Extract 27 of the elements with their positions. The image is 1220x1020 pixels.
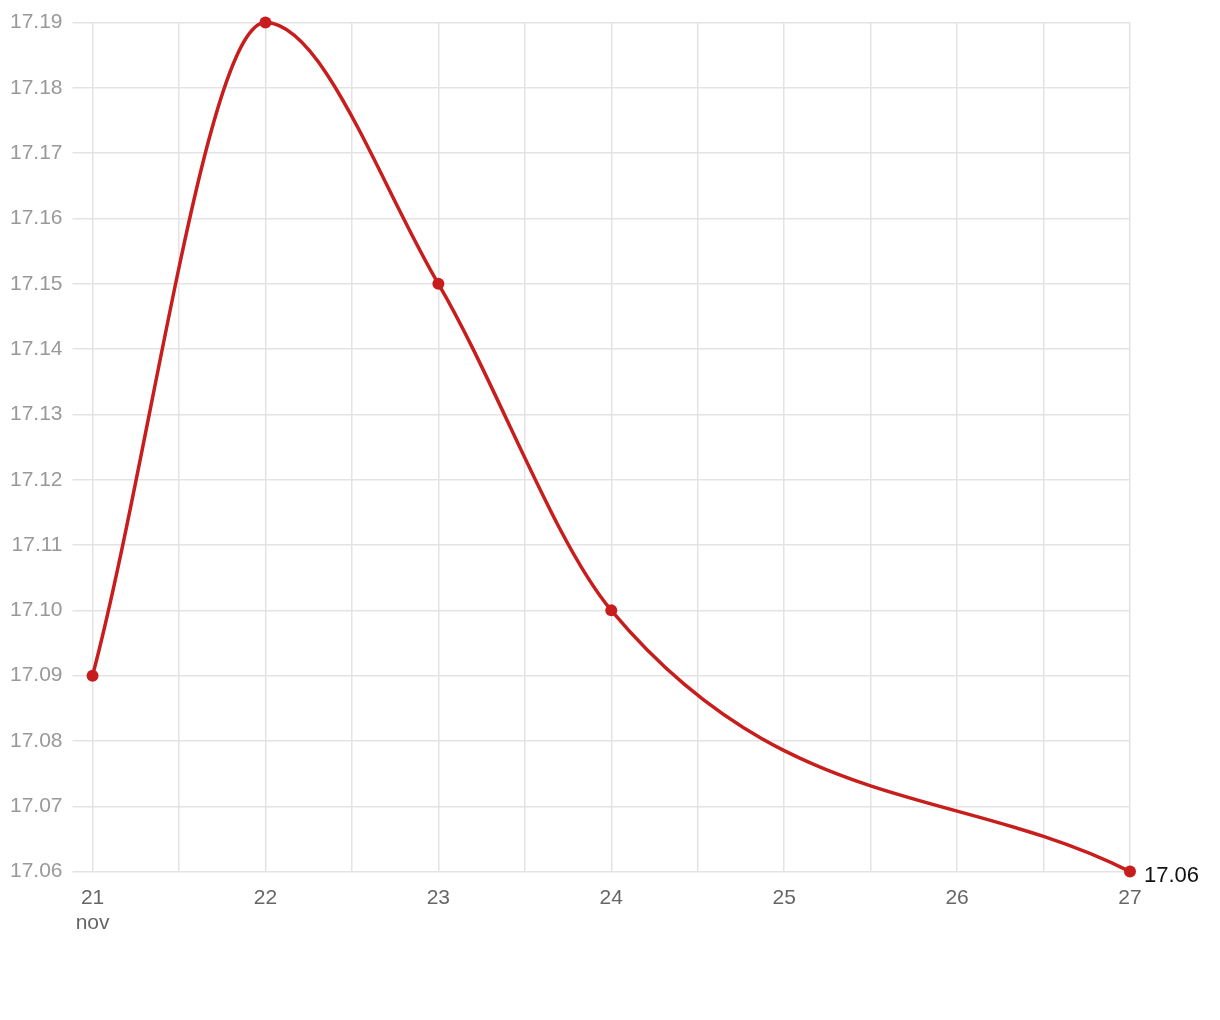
x-tick-label: 23 — [426, 885, 451, 908]
point — [605, 604, 618, 617]
y-tick-label: 17.17 — [9, 140, 63, 164]
y-tick-label: 17.16 — [9, 205, 63, 229]
y-tick-label: 17.12 — [9, 466, 63, 490]
point — [259, 16, 272, 29]
y-tick-label: 17.07 — [9, 793, 63, 817]
y-tick-label: 17.08 — [9, 727, 63, 751]
y-tick-label: 17.19 — [9, 9, 63, 33]
y-tick-label: 17.10 — [9, 597, 63, 621]
point — [86, 669, 99, 682]
y-tick-label: 17.14 — [9, 335, 63, 359]
x-tick-label: 24 — [599, 885, 624, 908]
y-tick-label: 17.18 — [9, 74, 63, 98]
data-label: 17.06 — [1144, 861, 1200, 887]
x-tick-label: 27 — [1118, 885, 1142, 908]
y-tick-label: 17.13 — [9, 401, 63, 425]
y-tick-label: 17.09 — [9, 662, 63, 686]
y-tick-label: 17.11 — [11, 531, 63, 555]
x-tick-label: 26 — [945, 885, 969, 908]
y-tick-label: 17.06 — [9, 858, 63, 882]
x-tick-label: 21 nov — [75, 885, 110, 934]
point — [432, 277, 445, 290]
x-tick-label: 25 — [772, 885, 796, 908]
point — [1124, 865, 1136, 878]
y-tick-label: 17.15 — [9, 270, 63, 294]
x-tick-label: 22 — [253, 885, 278, 908]
